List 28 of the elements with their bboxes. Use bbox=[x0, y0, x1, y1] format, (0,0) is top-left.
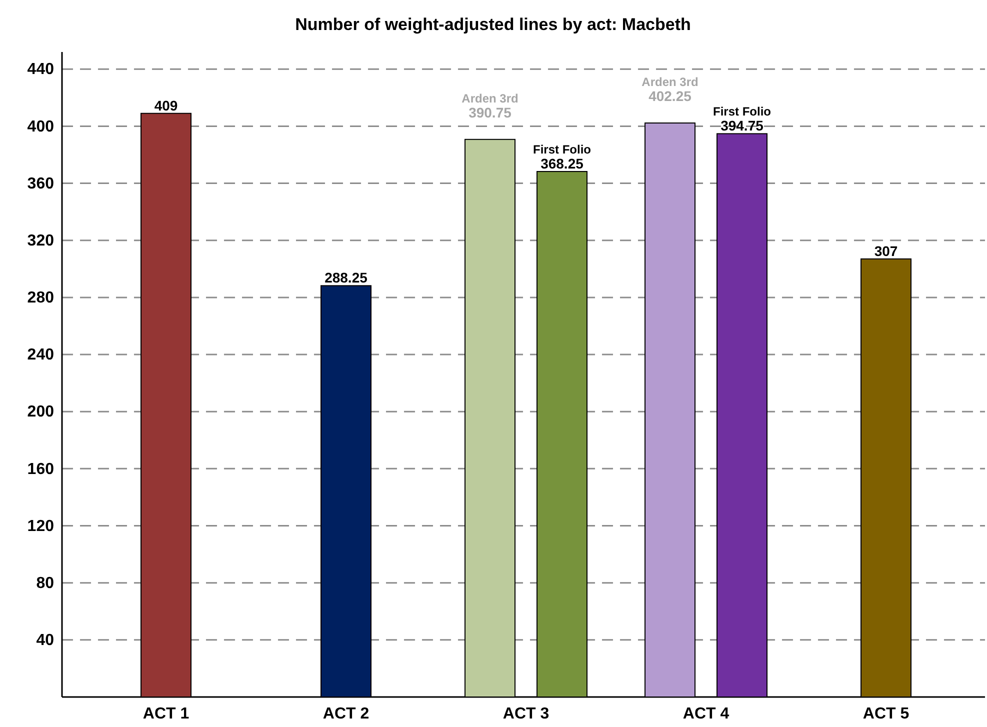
data-label: 409 bbox=[154, 97, 178, 114]
chart-title: Number of weight-adjusted lines by act: Macbeth bbox=[295, 15, 691, 34]
y-tick-label: 200 bbox=[27, 404, 54, 421]
y-tick-label: 240 bbox=[27, 346, 54, 364]
y-tick-label: 80 bbox=[36, 574, 54, 592]
x-tick-label: ACT 4 bbox=[682, 705, 730, 722]
x-tick-label: ACT 5 bbox=[862, 705, 910, 722]
data-label: 394.75 bbox=[720, 118, 764, 134]
y-tick-label: 280 bbox=[27, 290, 54, 307]
y-tick-label: 440 bbox=[27, 61, 54, 78]
y-tick-label: 320 bbox=[27, 232, 54, 250]
y-tick-label: 160 bbox=[27, 460, 54, 478]
x-tick-label: ACT 3 bbox=[502, 705, 550, 722]
data-label: 368.25 bbox=[540, 156, 584, 172]
text: Arden 3rd bbox=[642, 74, 698, 89]
y-tick-label: 400 bbox=[27, 118, 54, 136]
text: First Folio bbox=[533, 142, 591, 157]
x-tick-label: ACT 1 bbox=[142, 705, 190, 722]
data-label: 390.75 bbox=[468, 104, 512, 120]
data-label: 402.25 bbox=[648, 88, 692, 104]
series-label: First Folio bbox=[713, 104, 771, 119]
y-tick-label: 120 bbox=[27, 518, 54, 535]
data-label: 307 bbox=[874, 242, 898, 259]
x-tick-label: ACT 2 bbox=[322, 705, 370, 722]
data-label: 288.25 bbox=[324, 270, 368, 286]
y-tick-label: 360 bbox=[27, 175, 54, 192]
y-tick-label: 40 bbox=[36, 632, 54, 650]
text: Arden 3rd bbox=[462, 91, 518, 106]
